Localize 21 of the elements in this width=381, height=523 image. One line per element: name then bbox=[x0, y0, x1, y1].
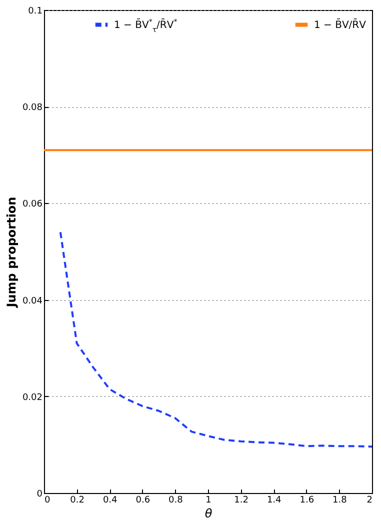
x-tick-label: 0.6 bbox=[136, 496, 150, 506]
y-tick-label: 0.02 bbox=[22, 392, 42, 403]
y-tick-label: 0.04 bbox=[22, 296, 43, 306]
x-tick-label: 1 bbox=[206, 496, 212, 506]
x-tick-label: 0.4 bbox=[102, 496, 118, 506]
x-tick-label: 0 bbox=[44, 496, 50, 506]
x-tick-label: 1.8 bbox=[332, 496, 348, 506]
x-tick-label: 0.2 bbox=[70, 496, 84, 506]
line-series bbox=[59, 231, 372, 448]
x-tick-label: 0.8 bbox=[168, 496, 184, 506]
y-tick-label: 0.1 bbox=[28, 6, 42, 16]
y-tick-label: 0.06 bbox=[22, 200, 43, 210]
y-axis-title: Jump proportion bbox=[4, 196, 18, 308]
x-axis-title: θ bbox=[204, 506, 213, 520]
x-tick-label: 1.2 bbox=[234, 496, 248, 506]
legend-label: 1 − B̄V/R̄V bbox=[314, 18, 366, 31]
x-tick-label: 2 bbox=[366, 496, 372, 506]
y-tick-label: 0.08 bbox=[22, 103, 43, 114]
legend-label: 1 − B̄V$^{*}$$_{τ}$/R̄V$^{*}$ bbox=[114, 18, 178, 34]
x-tick-label: 1.4 bbox=[266, 496, 282, 506]
x-tick-label: 1.6 bbox=[300, 496, 314, 506]
